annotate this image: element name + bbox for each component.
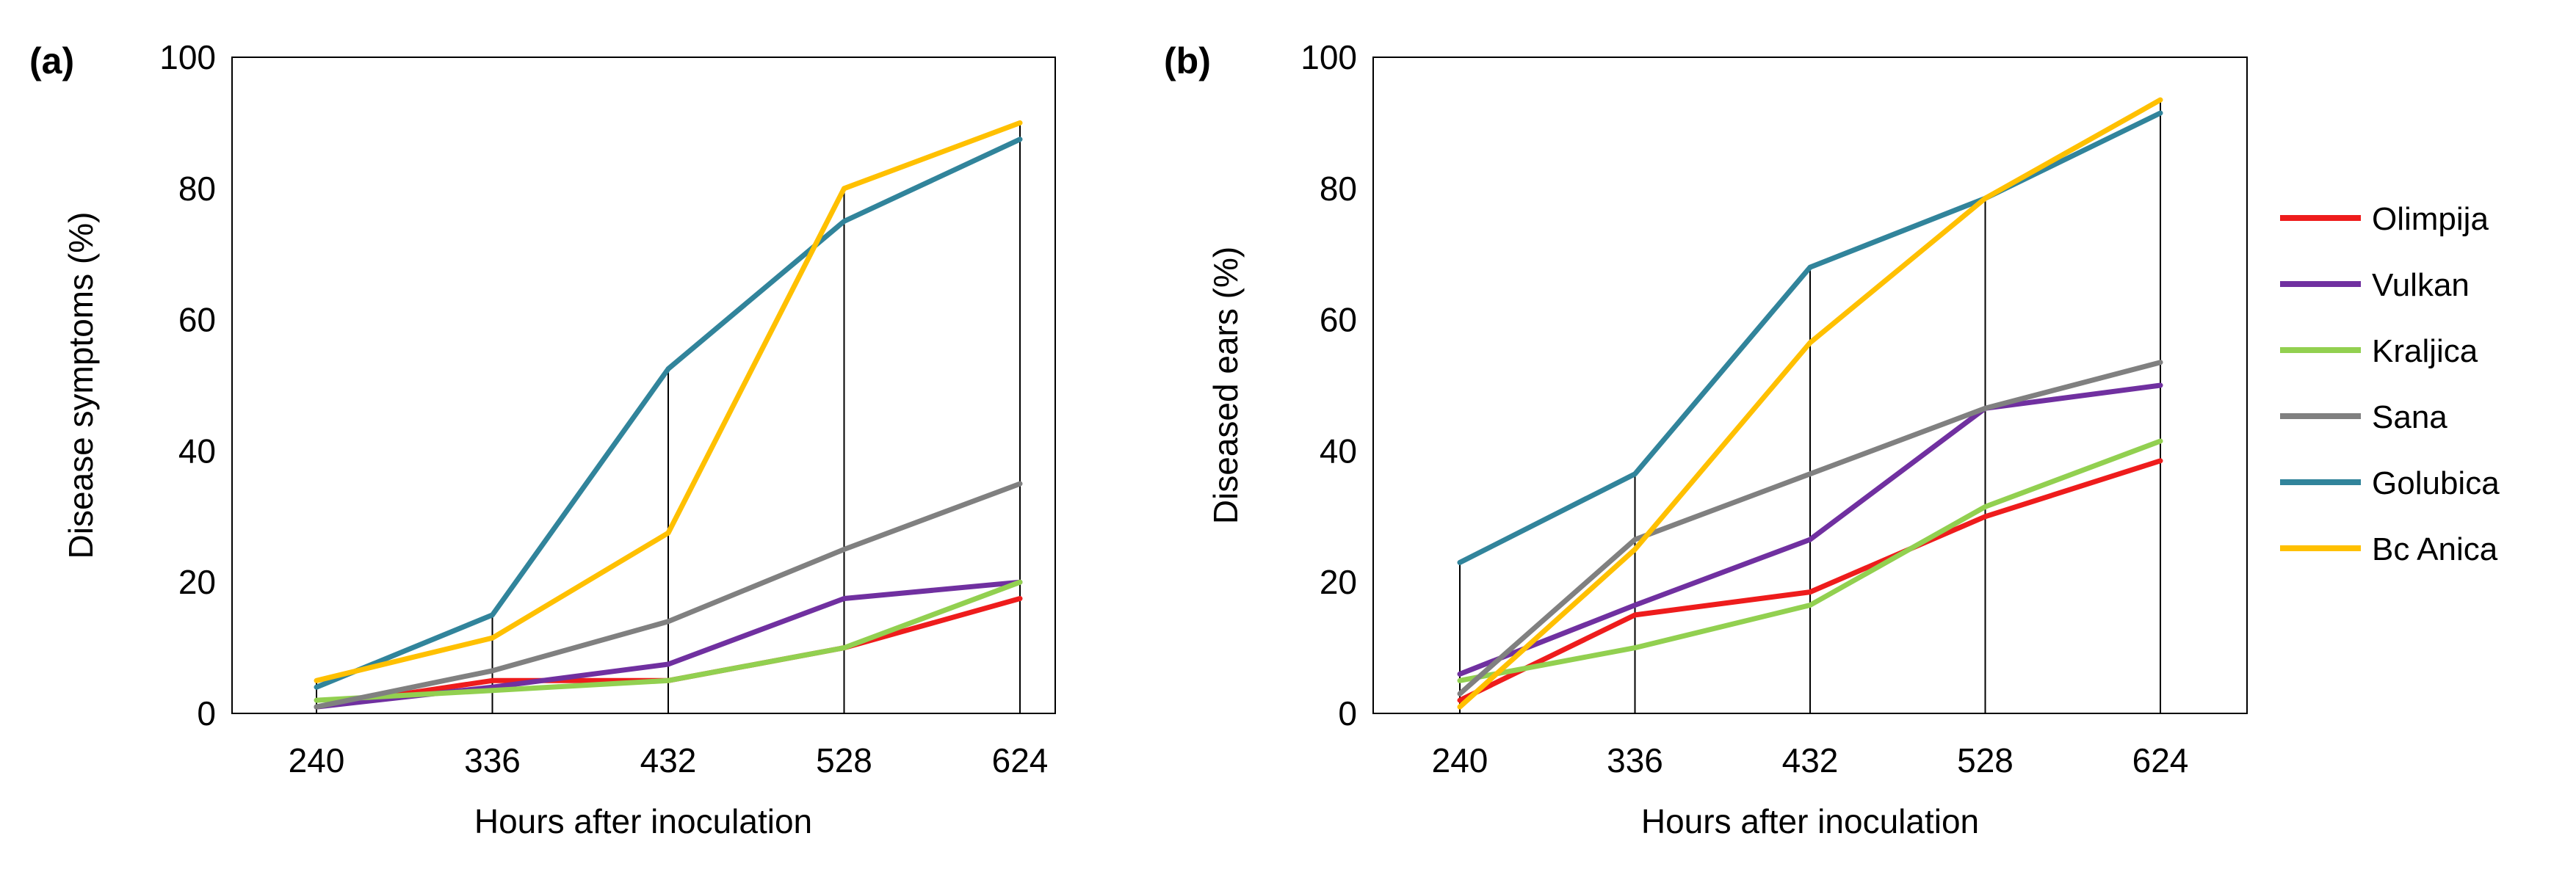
y-tick-label: 0: [197, 694, 216, 732]
legend-item: Olimpija: [2280, 201, 2489, 237]
series-line-sana: [314, 481, 1023, 710]
y-tick-labels: 0 20 40 60 80 100: [159, 38, 216, 732]
y-tick-labels: 0 20 40 60 80 100: [1300, 38, 1357, 732]
x-tick-label: 240: [289, 741, 345, 779]
legend-label: Golubica: [2372, 465, 2500, 501]
x-tick-labels: 240 336 432 528 624: [289, 741, 1049, 779]
series-line-kraljica: [314, 579, 1023, 703]
x-tick-labels: 240 336 432 528 624: [1432, 741, 2189, 779]
x-tick-label: 624: [992, 741, 1049, 779]
legend-item: Sana: [2280, 399, 2447, 435]
series-line-kraljica: [1457, 438, 2163, 683]
legend-label: Vulkan: [2372, 267, 2470, 303]
x-tick-label: 432: [640, 741, 697, 779]
x-tick-label: 336: [1607, 741, 1663, 779]
series-line-olimpija: [1457, 458, 2163, 703]
x-axis-title: Hours after inoculation: [474, 802, 812, 840]
series-lines: [314, 120, 1023, 710]
legend-label: Bc Anica: [2372, 531, 2498, 567]
legend-item: Bc Anica: [2280, 531, 2498, 567]
x-tick-label: 432: [1782, 741, 1839, 779]
y-tick-label: 80: [178, 170, 216, 208]
x-tick-label: 528: [1957, 741, 2014, 779]
legend-item: Golubica: [2280, 465, 2500, 501]
series-line-sana: [1457, 360, 2163, 697]
y-tick-label: 40: [1320, 432, 1357, 470]
series-lines: [1457, 97, 2163, 710]
series-line-vulkan: [1457, 382, 2163, 677]
legend-item: Kraljica: [2280, 333, 2478, 369]
y-tick-label: 100: [159, 38, 216, 76]
y-tick-label: 60: [1320, 301, 1357, 339]
chart-panel-a: (a) 0 20 40 60 80 100 240 336 432 528 624 Hours a…: [29, 38, 1056, 840]
x-tick-label: 624: [2132, 741, 2189, 779]
y-axis-title: Disease symptoms (%): [62, 212, 100, 559]
legend-label: Sana: [2372, 399, 2447, 435]
legend: Olimpija Vulkan Kraljica Sana Golubica Bc Ani…: [2280, 201, 2500, 567]
legend-item: Vulkan: [2280, 267, 2470, 303]
panel-label: (b): [1164, 40, 1211, 81]
x-tick-label: 336: [464, 741, 521, 779]
y-tick-label: 20: [1320, 563, 1357, 601]
series-line-bc-anica: [1457, 97, 2163, 710]
x-axis-title: Hours after inoculation: [1641, 802, 1979, 840]
series-line-bc-anica: [314, 120, 1023, 683]
y-tick-label: 80: [1320, 170, 1357, 208]
plot-area: [231, 57, 1056, 714]
legend-label: Olimpija: [2372, 201, 2489, 237]
x-tick-label: 240: [1432, 741, 1488, 779]
legend-label: Kraljica: [2372, 333, 2478, 369]
panel-label: (a): [29, 40, 74, 81]
y-tick-label: 100: [1300, 38, 1357, 76]
x-tick-label: 528: [816, 741, 872, 779]
y-tick-label: 0: [1338, 694, 1357, 732]
chart-panel-b: (b) 0 20 40 60 80 100 240 336 432 528 624 Hours a…: [1164, 38, 2248, 840]
y-tick-label: 20: [178, 563, 216, 601]
y-tick-label: 40: [178, 432, 216, 470]
series-line-golubica: [1457, 110, 2163, 565]
y-tick-label: 60: [178, 301, 216, 339]
series-line-golubica: [314, 137, 1023, 690]
y-axis-title: Diseased ears (%): [1206, 247, 1245, 524]
